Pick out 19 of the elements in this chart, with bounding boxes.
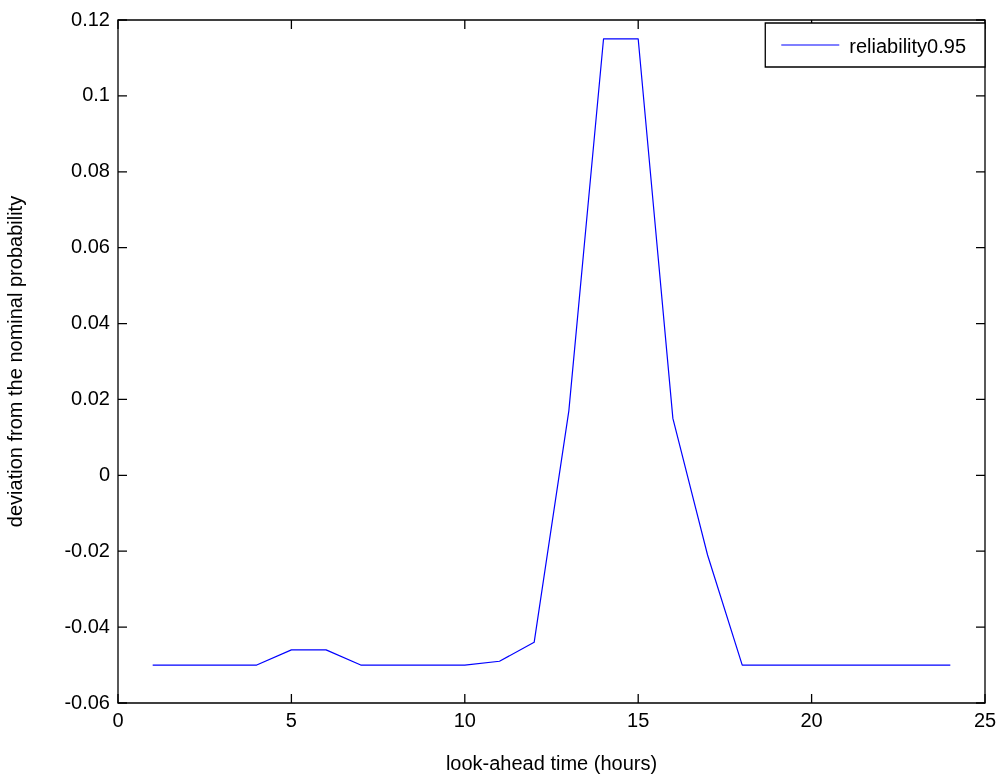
y-tick-label: 0.12 [71,7,110,30]
y-axis-title: deviation from the nominal probability [3,195,26,528]
x-tick-label: 15 [627,708,650,731]
x-tick-label: 10 [453,708,476,731]
y-tick-label: -0.02 [64,538,110,561]
x-tick-label: 5 [285,708,297,731]
y-tick-label: 0.1 [82,83,110,106]
y-tick-label: -0.04 [64,614,110,637]
y-tick-label: 0.06 [71,235,110,258]
x-axis-title: look-ahead time (hours) [445,751,658,774]
y-tick-label: 0.08 [71,159,110,182]
x-tick-label: 0 [112,708,124,731]
y-tick-label: 0.04 [71,311,110,334]
y-tick-label: 0 [98,462,110,485]
x-tick-label: 25 [973,708,997,731]
y-tick-label: 0.02 [71,386,110,409]
x-tick-label: 20 [800,708,823,731]
legend-label: reliability0.95 [849,34,967,57]
y-tick-label: -0.06 [64,690,110,713]
